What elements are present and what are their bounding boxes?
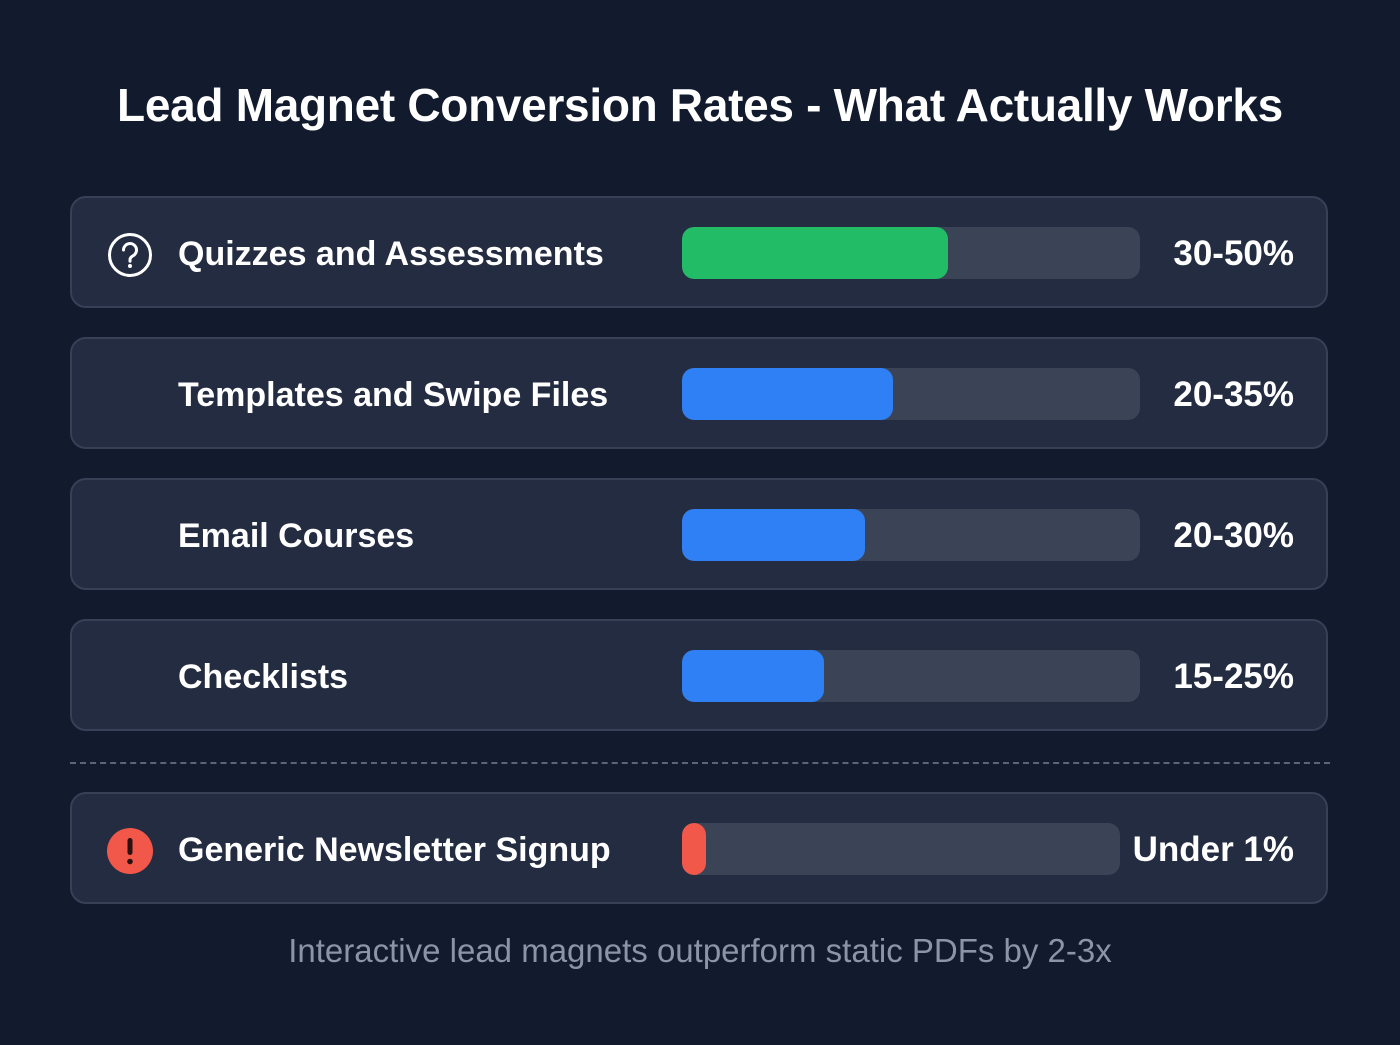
bar-label: Generic Newsletter Signup — [178, 831, 611, 869]
bar-track — [682, 509, 1140, 561]
question-circle-icon — [107, 232, 153, 278]
bar-track — [682, 823, 1120, 875]
bar-fill — [682, 509, 866, 561]
bar-value: 20-30% — [1173, 516, 1294, 555]
bar-fill — [682, 368, 893, 420]
bar-fill — [682, 823, 706, 875]
bar-value: 30-50% — [1173, 234, 1294, 273]
bar-label: Checklists — [178, 658, 349, 696]
bar-label: Templates and Swipe Files — [178, 376, 609, 414]
bar-value: 15-25% — [1173, 657, 1294, 696]
bar-track — [682, 368, 1140, 420]
bar-fill — [682, 650, 824, 702]
footnote: Interactive lead magnets outperform stat… — [288, 932, 1112, 969]
exclamation-circle-icon — [107, 828, 153, 874]
bar-row-checklists: Checklists 15-25% — [70, 619, 1328, 731]
chart-title: Lead Magnet Conversion Rates - What Actu… — [117, 79, 1283, 131]
bar-label: Quizzes and Assessments — [178, 235, 604, 273]
bar-label: Email Courses — [178, 517, 415, 555]
bar-row-newsletter: Generic Newsletter Signup Under 1% — [70, 792, 1328, 904]
bar-value: Under 1% — [1132, 830, 1294, 869]
dashed-divider — [70, 762, 1330, 764]
bar-track — [682, 650, 1140, 702]
bar-track — [682, 227, 1140, 279]
bar-value: 20-35% — [1173, 375, 1294, 414]
bar-fill — [682, 227, 948, 279]
bar-row-quizzes: Quizzes and Assessments 30-50% — [70, 196, 1328, 308]
bar-row-templates: Templates and Swipe Files 20-35% — [70, 337, 1328, 449]
bar-row-email-courses: Email Courses 20-30% — [70, 478, 1328, 590]
